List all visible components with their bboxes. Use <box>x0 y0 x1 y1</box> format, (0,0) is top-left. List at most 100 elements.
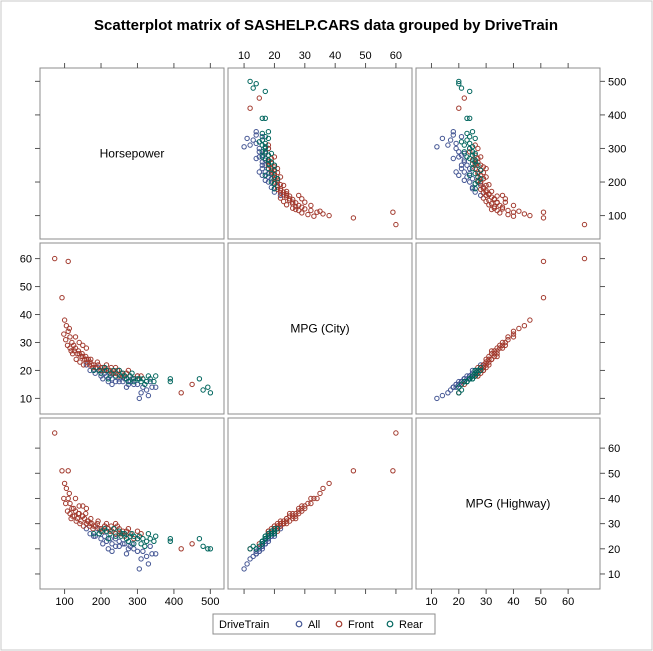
point-all <box>259 172 265 179</box>
point-front <box>286 510 293 517</box>
panel-hp-vs-hwy <box>415 67 601 240</box>
point-all <box>467 179 473 185</box>
point-front <box>256 95 262 101</box>
point-front <box>73 518 79 524</box>
y-tick-label: 40 <box>608 493 620 505</box>
point-front <box>125 367 132 374</box>
point-all <box>122 541 128 547</box>
point-rear <box>262 88 268 95</box>
point-all <box>153 384 159 390</box>
point-all <box>145 392 152 399</box>
point-rear <box>456 78 462 85</box>
point-front <box>79 351 85 357</box>
point-front <box>61 331 67 337</box>
point-rear <box>464 130 470 137</box>
point-all <box>472 189 478 195</box>
point-rear <box>107 370 113 376</box>
point-front <box>456 105 462 111</box>
y-tick-label: 60 <box>608 443 620 455</box>
legend-frame <box>212 613 436 635</box>
point-front <box>461 381 467 388</box>
point-rear <box>262 149 268 155</box>
point-front <box>499 339 506 346</box>
point-rear <box>467 134 473 140</box>
y-tick-label: 50 <box>20 282 32 294</box>
point-front <box>274 523 281 529</box>
point-rear <box>112 373 119 379</box>
x-tick-label: 300 <box>128 596 146 608</box>
x-tick-label: 40 <box>329 50 341 62</box>
point-front <box>69 505 75 512</box>
point-front <box>271 154 278 160</box>
y-tick-label: 500 <box>608 76 626 88</box>
point-all <box>434 395 440 402</box>
x-tick-label: 100 <box>55 596 73 608</box>
point-all <box>120 541 126 547</box>
point-front <box>311 213 317 219</box>
point-front <box>65 328 71 334</box>
point-front <box>491 348 497 354</box>
point-all <box>134 381 141 388</box>
point-front <box>540 258 547 265</box>
legend-title: DriveTrain <box>219 619 269 631</box>
point-all <box>256 145 262 152</box>
point-all <box>268 184 275 191</box>
point-front <box>83 510 89 517</box>
legend-label-rear: Rear <box>399 619 423 631</box>
point-all <box>458 162 465 168</box>
point-all <box>241 144 247 150</box>
point-rear <box>464 154 470 160</box>
point-rear <box>271 162 278 168</box>
point-rear <box>207 546 214 552</box>
point-rear <box>265 531 272 537</box>
point-front <box>478 370 484 376</box>
point-rear <box>268 170 275 177</box>
point-all <box>105 546 112 552</box>
point-all <box>464 162 470 168</box>
point-front <box>308 500 314 507</box>
point-front <box>483 359 489 365</box>
point-all <box>256 169 262 175</box>
point-all <box>253 132 259 138</box>
point-front <box>247 105 253 111</box>
point-all <box>447 137 454 143</box>
point-rear <box>268 531 275 537</box>
point-rear <box>151 538 157 544</box>
point-front <box>102 367 108 374</box>
x-tick-label: 400 <box>165 596 183 608</box>
point-front <box>486 182 492 188</box>
point-all <box>143 387 150 393</box>
point-rear <box>91 531 97 537</box>
point-rear <box>147 536 153 542</box>
point-all <box>467 165 473 172</box>
point-front <box>480 190 487 196</box>
point-front <box>277 518 284 524</box>
legend-marker-front <box>335 620 343 628</box>
point-all <box>456 149 462 155</box>
point-rear <box>151 378 157 385</box>
point-front <box>390 468 396 474</box>
point-rear <box>112 533 119 539</box>
point-rear <box>142 381 148 388</box>
point-front <box>283 202 290 208</box>
point-front <box>102 523 108 529</box>
point-front <box>98 367 104 374</box>
y-tick-label: 20 <box>20 365 32 377</box>
point-front <box>59 295 65 301</box>
point-all <box>469 370 476 376</box>
point-front <box>308 207 314 214</box>
point-front <box>65 468 71 474</box>
point-rear <box>478 167 484 174</box>
point-all <box>453 384 459 390</box>
point-front <box>472 160 478 167</box>
point-front <box>488 351 495 357</box>
point-rear <box>472 150 478 157</box>
point-front <box>488 348 495 354</box>
point-front <box>505 211 511 218</box>
legend-marker-all <box>295 620 303 628</box>
point-all <box>434 144 440 150</box>
y-tick-label: 10 <box>608 569 620 581</box>
point-all <box>456 154 462 160</box>
point-front <box>280 182 287 189</box>
point-front <box>69 513 76 519</box>
